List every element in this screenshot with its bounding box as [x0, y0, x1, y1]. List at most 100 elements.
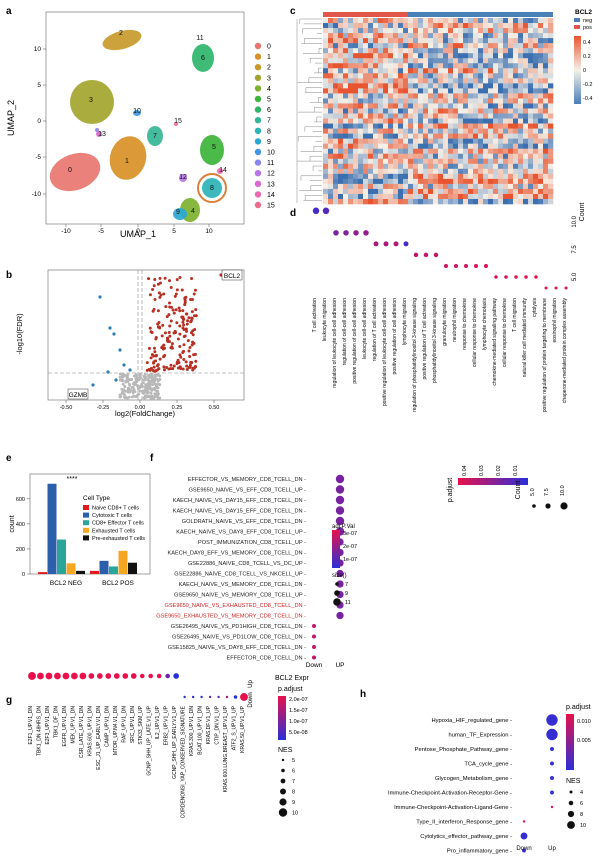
geneset-term-label: GSE22886_NAIVE_CD8_TCELL_VS_DC_UP - [188, 561, 306, 567]
heatmap-cell [413, 178, 419, 185]
heatmap-cell [428, 23, 434, 29]
heatmap-cell [488, 158, 494, 165]
go-term-label: cytolysis [532, 298, 538, 317]
umap-legend-label-10: 10 [267, 150, 275, 157]
heatmap-cell [383, 23, 389, 29]
volcano-ns-point [129, 388, 133, 392]
heatmap-cell [483, 128, 489, 134]
heatmap-cell [328, 133, 334, 139]
heatmap-cell [498, 173, 504, 180]
heatmap-cell [528, 88, 534, 94]
heatmap-cell [373, 48, 379, 54]
hallmark-term-label: SRC_UP.V1_DN [130, 706, 136, 744]
heatmap-cell [543, 98, 549, 104]
heatmap-cell [538, 103, 544, 109]
heatmap-cell [513, 173, 519, 180]
heatmap-cell [403, 108, 409, 114]
heatmap-cell [473, 98, 479, 104]
umap-cluster-2 [102, 29, 142, 51]
heatmap-cell [338, 138, 344, 144]
heatmap-cell [448, 168, 454, 175]
heatmap-cell [423, 153, 429, 160]
heatmap-cell [458, 98, 464, 104]
heatmap-cell [498, 138, 504, 144]
heatmap-cell [518, 48, 524, 54]
heatmap-cell [448, 23, 454, 29]
volcano-up-point [145, 368, 149, 372]
umap-legend-swatch-1 [254, 53, 262, 60]
heatmap-cell [538, 28, 544, 34]
heatmap-cell [453, 83, 459, 89]
bar-1-3 [118, 550, 128, 574]
volcano-up-point [181, 309, 185, 313]
heatmap-cell [513, 143, 519, 150]
go-padj-colorbar [458, 478, 528, 485]
heatmap-cell [493, 98, 499, 104]
heatmap-cell [508, 148, 514, 155]
heatmap-cell [483, 43, 489, 49]
heatmap-cell [418, 148, 424, 155]
heatmap-cell [503, 53, 509, 59]
heatmap-cell [383, 123, 389, 129]
heatmap-cell [383, 173, 389, 180]
heatmap-cell [438, 128, 444, 134]
heatmap-cell [353, 63, 359, 69]
heatmap-cell [453, 88, 459, 94]
heatmap-cell [343, 148, 349, 155]
heatmap-cell [513, 193, 519, 200]
heatmap-cell [398, 98, 404, 104]
volcano-up-point [158, 357, 162, 361]
heatmap-cell [328, 18, 334, 24]
heatmap-cell [523, 148, 529, 155]
hallmark-term-label: KRAS.DF.V1_UP [206, 705, 212, 744]
heatmap-cell [483, 173, 489, 180]
heatmap-cell [393, 68, 399, 74]
heatmap-cell [343, 168, 349, 175]
heatmap-cell [513, 198, 519, 205]
heatmap-cell [438, 78, 444, 84]
heatmap-cell [333, 158, 339, 165]
heatmap-cell [403, 43, 409, 49]
heatmap-cell [543, 18, 549, 24]
heatmap-cell [423, 198, 429, 205]
heatmap-cell [423, 103, 429, 109]
bar-legend-label-1: Cytotoxic T cells [92, 513, 132, 519]
heatmap-cell [518, 148, 524, 155]
volcano-up-point [193, 288, 197, 292]
heatmap-cell [418, 88, 424, 94]
bar-legend-label-4: Pre-exhausted T cells [92, 536, 145, 542]
heatmap-cell [383, 193, 389, 200]
heatmap-cell [478, 183, 484, 190]
heatmap-cell [493, 73, 499, 79]
bar-y-tick-label: 0 [22, 572, 25, 578]
heatmap-cell [513, 133, 519, 139]
umap-cluster-7 [147, 126, 163, 146]
heatmap-cell [353, 153, 359, 160]
heatmap-cell [443, 173, 449, 180]
heatmap-cell [543, 178, 549, 185]
heatmap-cell [413, 163, 419, 170]
heatmap-cell [498, 188, 504, 195]
hallmark-padj-tick: 1.5e-07 [289, 708, 308, 714]
geneset-term-label: EFFECTOR_VS_MEMORY_CD8_TCELL_DN - [188, 477, 306, 483]
heatmap-cell [478, 18, 484, 24]
hallmark-dot [105, 673, 112, 679]
heatmap-cell [488, 143, 494, 150]
heatmap-cell [433, 68, 439, 74]
umap-legend-swatch-7 [254, 117, 262, 124]
heatmap-cell [378, 133, 384, 139]
heatmap-cell [328, 163, 334, 170]
volcano-ns-point [158, 377, 162, 381]
volcano-up-point [172, 364, 176, 368]
heatmap-cell [478, 158, 484, 165]
volcano-up-point [190, 316, 194, 320]
heatmap-cell [513, 83, 519, 89]
heatmap-cell [458, 93, 464, 99]
volcano-ns-point [126, 388, 130, 392]
heatmap-cell [413, 108, 419, 114]
heatmap-cell [458, 198, 464, 205]
heatmap-cell [508, 118, 514, 124]
heatmap-cell [503, 153, 509, 160]
heatmap-cell [333, 88, 339, 94]
